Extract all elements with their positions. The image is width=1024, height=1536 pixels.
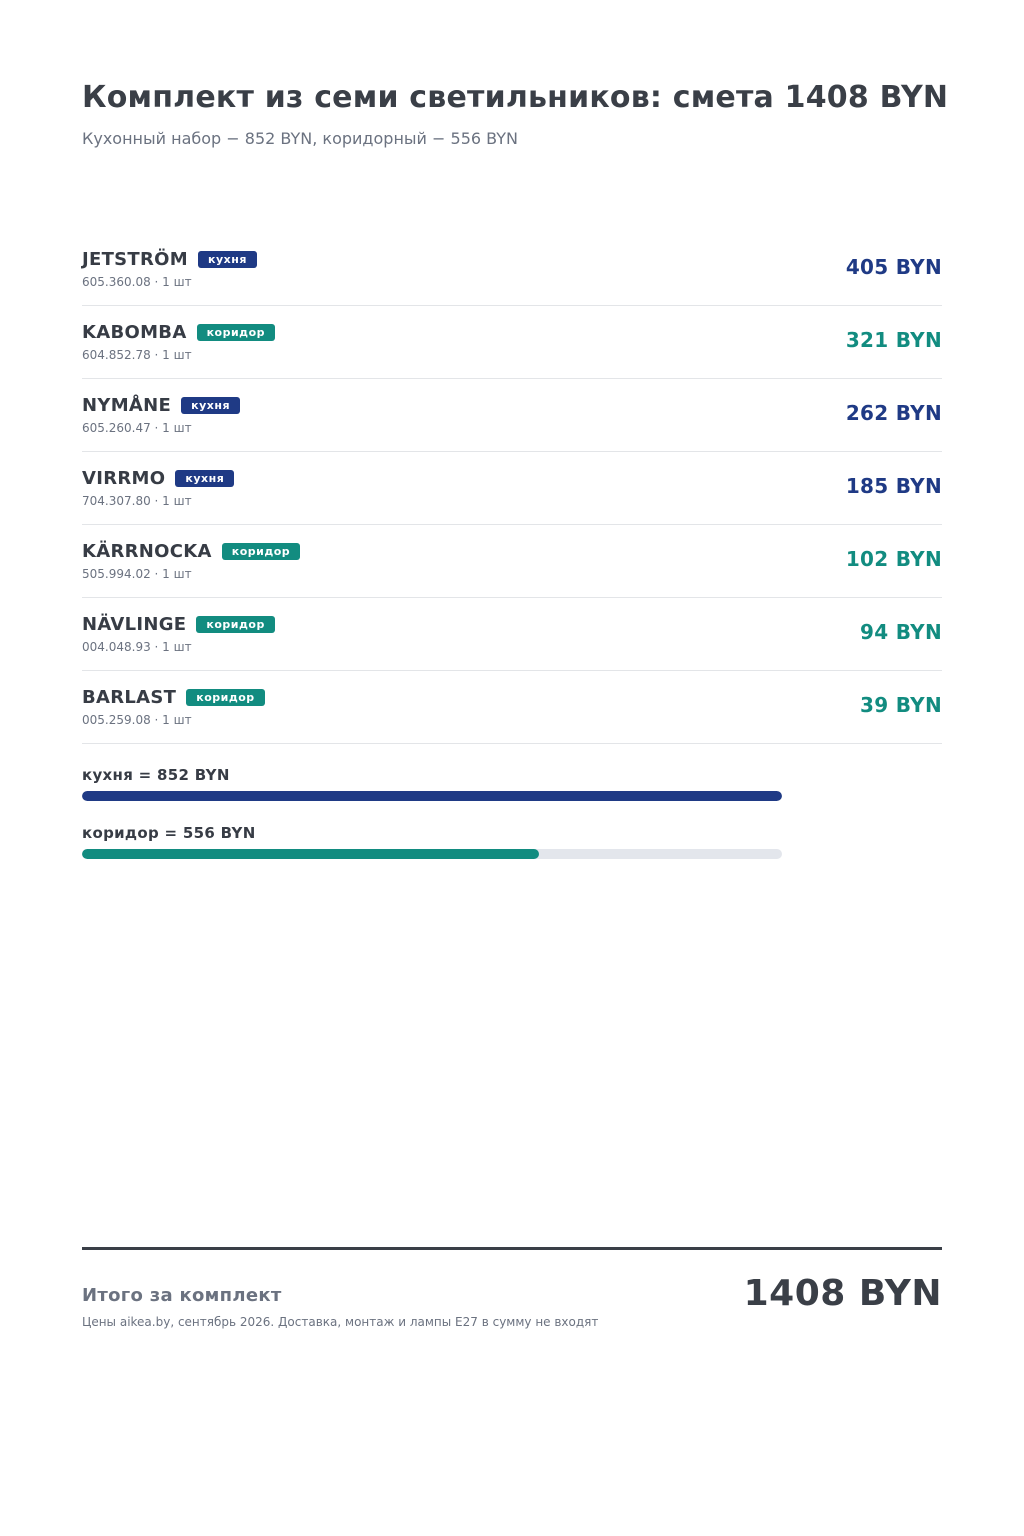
page-subtitle: Кухонный набор − 852 BYN, коридорный − 5… — [82, 129, 518, 148]
item-article: 704.307.80 · 1 шт — [82, 494, 192, 508]
item-price: 321 BYN — [845, 328, 942, 352]
category-badge: кухня — [181, 397, 241, 414]
list-item: BARLAST коридор 005.259.08 · 1 шт 39 BYN — [82, 671, 942, 744]
item-article: 005.259.08 · 1 шт — [82, 713, 192, 727]
item-price: 102 BYN — [845, 547, 942, 571]
list-item: NÄVLINGE коридор 004.048.93 · 1 шт 94 BY… — [82, 598, 942, 671]
item-article: 505.994.02 · 1 шт — [82, 567, 192, 581]
category-badge: кухня — [175, 470, 235, 487]
category-badge: коридор — [196, 616, 275, 633]
item-price: 262 BYN — [845, 401, 942, 425]
item-name: NÄVLINGE — [82, 614, 187, 635]
item-name: BARLAST — [82, 687, 177, 708]
item-name: KABOMBA — [82, 322, 187, 343]
bar-track — [82, 849, 782, 859]
bar-fill — [82, 849, 539, 859]
footnote: Цены aikea.by, сентябрь 2026. Доставка, … — [82, 1315, 599, 1329]
list-item: KÄRRNOCKA коридор 505.994.02 · 1 шт 102 … — [82, 525, 942, 598]
item-article: 605.260.47 · 1 шт — [82, 421, 192, 435]
list-item: VIRRMO кухня 704.307.80 · 1 шт 185 BYN — [82, 452, 942, 525]
bar-label: кухня = 852 BYN — [82, 766, 230, 784]
list-item: NYMÅNE кухня 605.260.47 · 1 шт 262 BYN — [82, 379, 942, 452]
category-badge: коридор — [186, 689, 265, 706]
item-article: 605.360.08 · 1 шт — [82, 275, 192, 289]
list-item: JETSTRÖM кухня 605.360.08 · 1 шт 405 BYN — [82, 233, 942, 306]
item-name: NYMÅNE — [82, 395, 172, 416]
item-price: 185 BYN — [845, 474, 942, 498]
total-amount: 1408 BYN — [743, 1273, 942, 1314]
item-article: 004.048.93 · 1 шт — [82, 640, 192, 654]
total-label: Итого за комплект — [82, 1285, 282, 1306]
item-name: JETSTRÖM — [82, 249, 188, 270]
category-badge: коридор — [196, 324, 275, 341]
item-name: KÄRRNOCKA — [82, 541, 212, 562]
bar-label: коридор = 556 BYN — [82, 824, 256, 842]
bar-fill — [82, 791, 782, 801]
footer-divider — [82, 1247, 942, 1250]
item-price: 94 BYN — [860, 620, 942, 644]
item-article: 604.852.78 · 1 шт — [82, 348, 192, 362]
list-item: KABOMBA коридор 604.852.78 · 1 шт 321 BY… — [82, 306, 942, 379]
bar-track — [82, 791, 782, 801]
item-price: 405 BYN — [845, 255, 942, 279]
item-list: JETSTRÖM кухня 605.360.08 · 1 шт 405 BYN… — [82, 233, 942, 744]
item-name: VIRRMO — [82, 468, 166, 489]
category-badge: кухня — [198, 251, 257, 268]
category-totals: кухня = 852 BYN коридор = 556 BYN — [82, 765, 782, 881]
category-badge: коридор — [221, 543, 301, 560]
corridor-total-bar: коридор = 556 BYN — [82, 823, 782, 881]
item-price: 39 BYN — [860, 693, 942, 717]
kitchen-total-bar: кухня = 852 BYN — [82, 765, 782, 823]
page-title: Комплект из семи светильников: смета 140… — [82, 80, 949, 115]
